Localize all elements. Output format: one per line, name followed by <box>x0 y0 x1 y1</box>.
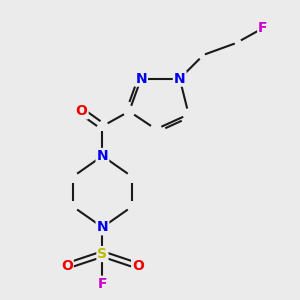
Text: O: O <box>132 259 144 273</box>
Text: S: S <box>98 247 107 261</box>
Text: N: N <box>97 149 108 163</box>
Text: N: N <box>97 220 108 234</box>
Text: N: N <box>174 72 185 86</box>
Text: F: F <box>98 277 107 291</box>
Text: O: O <box>76 104 88 118</box>
Text: N: N <box>135 72 147 86</box>
Text: F: F <box>258 21 268 35</box>
Text: O: O <box>61 259 73 273</box>
